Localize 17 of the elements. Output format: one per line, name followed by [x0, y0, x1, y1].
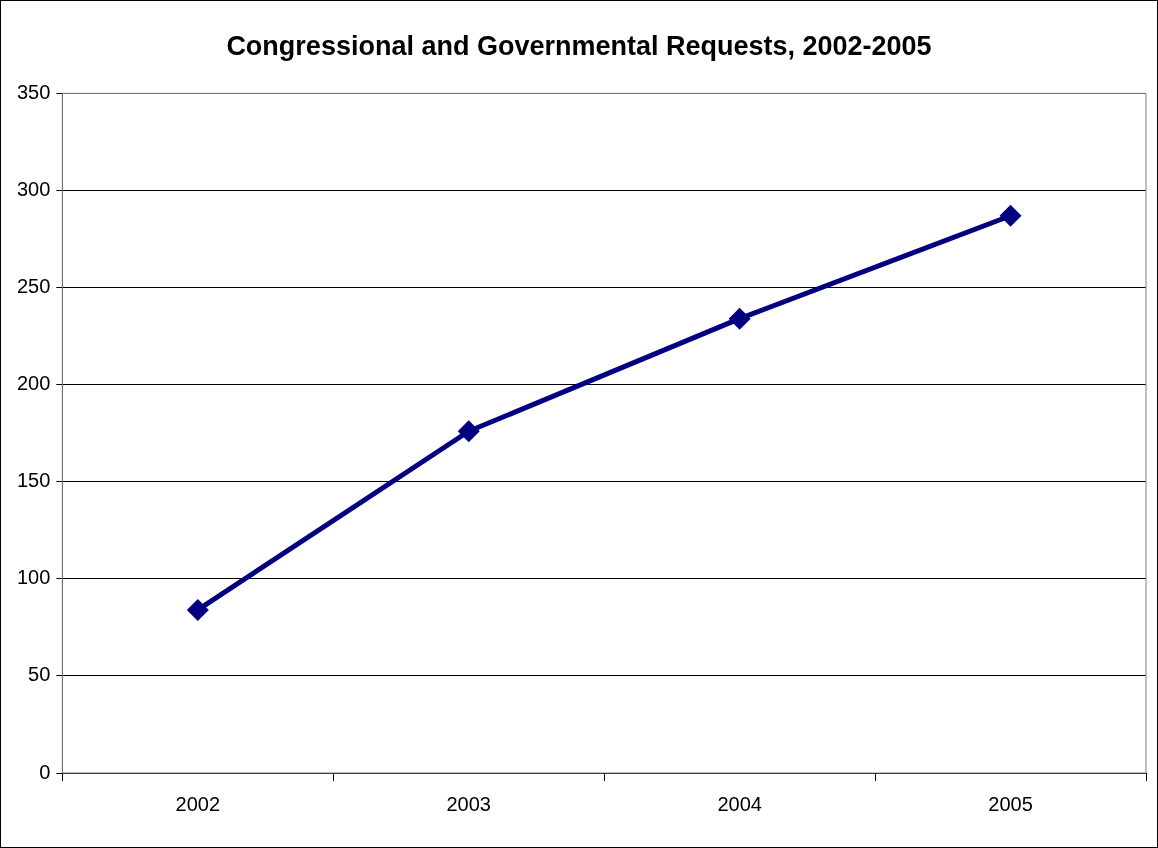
point — [186, 598, 209, 621]
x-tick-label: 2004 — [717, 792, 762, 815]
y-tick-label: 250 — [16, 275, 51, 298]
x-tick-label: 2005 — [988, 792, 1033, 815]
y-tick-label: 300 — [16, 178, 51, 200]
y-tick-label: 150 — [16, 469, 51, 492]
y-tick-label: 0 — [39, 760, 51, 783]
y-tick-label: 200 — [16, 372, 51, 395]
y-tick-label: 50 — [28, 663, 51, 686]
chart-title: Congressional and Governmental Requests, 2002-2005 — [226, 30, 932, 61]
point — [999, 204, 1022, 227]
point — [457, 420, 480, 443]
point — [728, 307, 751, 330]
x-tick-label: 2003 — [446, 792, 491, 815]
x-tick-label: 2002 — [175, 792, 221, 815]
y-tick-label: 350 — [16, 80, 51, 103]
y-tick-label: 100 — [16, 566, 51, 589]
